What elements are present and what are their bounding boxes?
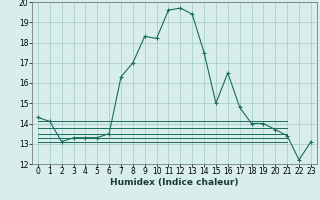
X-axis label: Humidex (Indice chaleur): Humidex (Indice chaleur) — [110, 178, 239, 187]
